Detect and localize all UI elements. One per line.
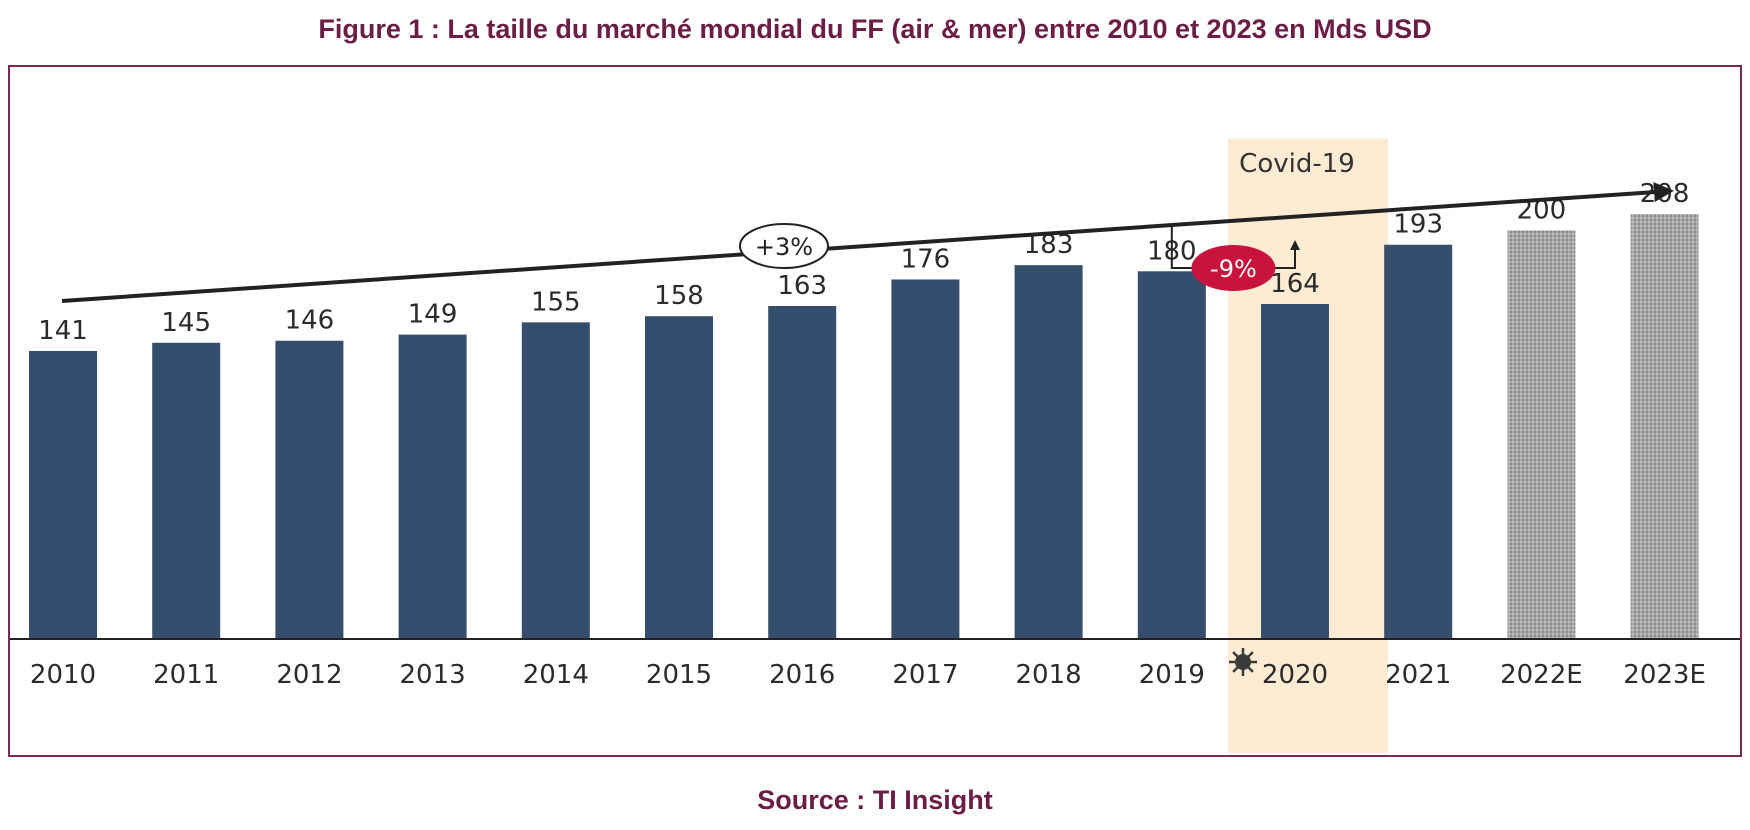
bar-2017 (891, 279, 960, 639)
category-label-2018: 2018 (1016, 660, 1082, 690)
chart-source: Source : TI Insight (757, 785, 993, 815)
bar-2023E (1630, 214, 1699, 640)
chart-title: Figure 1 : La taille du marché mondial d… (318, 14, 1432, 44)
category-label-2023E: 2023E (1623, 660, 1706, 690)
value-label-2021: 193 (1393, 210, 1443, 240)
trend-label-badge (739, 223, 829, 269)
category-label-2017: 2017 (892, 660, 958, 690)
category-label-2011: 2011 (153, 660, 219, 690)
bar-2011 (152, 342, 221, 639)
bar-2021 (1384, 244, 1453, 639)
category-label-2021: 2021 (1385, 660, 1451, 690)
bar-2019 (1137, 271, 1206, 639)
trend-label: +3% (755, 233, 813, 261)
category-label-2020: 2020 (1262, 660, 1328, 690)
virus-icon (1229, 648, 1257, 676)
value-label-2011: 145 (161, 308, 211, 338)
bar-2012 (275, 340, 344, 639)
value-label-2013: 149 (408, 300, 458, 330)
bar-chart: Covid-19 141 2010 145 2011 146 2012 149 2013 155… (10, 139, 1740, 753)
bar-2022E (1507, 230, 1576, 639)
category-label-2022E: 2022E (1500, 660, 1583, 690)
value-label-2016: 163 (777, 271, 827, 301)
category-label-2016: 2016 (769, 660, 835, 690)
value-label-2010: 141 (38, 316, 88, 346)
bar-2015 (645, 316, 713, 639)
chart-frame: Covid-19 141 2010 145 2011 146 2012 149 2013 155… (8, 65, 1742, 757)
bar-2010 (29, 350, 97, 639)
category-label-2019: 2019 (1139, 660, 1205, 690)
bar-2016 (768, 306, 837, 639)
category-label-2012: 2012 (276, 660, 342, 690)
value-label-2015: 158 (654, 281, 704, 311)
category-label-2015: 2015 (646, 660, 712, 690)
bar-2020 (1261, 303, 1329, 639)
category-label-2014: 2014 (523, 660, 589, 690)
bar-2018 (1014, 265, 1083, 639)
drop-label-badge (1191, 245, 1276, 291)
bar-2014 (521, 322, 590, 639)
value-label-2020: 164 (1270, 269, 1320, 299)
value-label-2012: 146 (285, 306, 335, 336)
category-label-2010: 2010 (30, 660, 96, 690)
value-label-2014: 155 (531, 287, 581, 317)
bar-2013 (398, 334, 467, 639)
drop-label: -9% (1210, 255, 1257, 283)
category-label-2013: 2013 (400, 660, 466, 690)
trend-arrow (61, 182, 1674, 303)
value-label-2017: 176 (901, 244, 951, 274)
covid-label: Covid-19 (1239, 149, 1355, 179)
